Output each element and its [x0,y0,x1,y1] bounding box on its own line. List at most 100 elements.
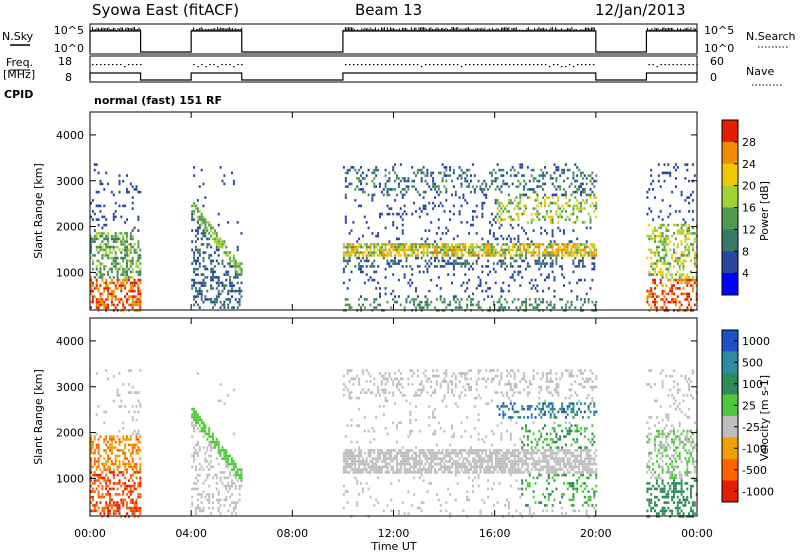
vel-cell [227,462,230,466]
power-cell [479,245,482,249]
y-tick-label: 2000 [56,221,84,234]
power-cell [390,207,393,210]
vel-cell [413,471,416,474]
power-cell [452,237,455,241]
power-cell [688,201,691,205]
power-cell [342,267,345,271]
vel-cell [139,468,142,471]
power-cell [587,298,590,301]
power-cell [441,265,444,268]
power-cell [101,292,104,296]
power-cell [580,243,582,246]
vel-cell [394,454,397,458]
power-cell [420,300,423,304]
power-cell [663,289,666,293]
vel-cell [223,498,226,502]
vel-cell [109,482,111,485]
power-cell [371,262,374,265]
power-cell [532,229,535,232]
power-cell [193,204,196,208]
power-cell [426,298,429,301]
power-cell [545,171,548,175]
vel-cell [105,443,108,447]
power-cell [451,245,453,249]
power-cell [232,306,235,309]
vel-cell [196,479,199,482]
power-cell [405,300,408,304]
power-cell [674,298,677,301]
vel-cell [107,490,110,493]
power-cell [118,232,121,235]
power-cell [131,207,134,210]
vel-cell [352,454,355,458]
vel-cell [135,509,138,513]
power-cell [97,298,100,301]
power-cell [384,276,387,279]
power-cell [388,188,391,191]
power-cell [456,248,459,252]
power-cell [133,248,136,252]
power-cell [126,248,128,252]
vel-cell [133,429,136,433]
power-cell [373,306,376,309]
power-cell [384,174,387,177]
power-cell [229,251,232,254]
power-cell [538,248,541,252]
power-cell [553,278,556,282]
power-cell [105,243,108,246]
power-cell [526,251,529,254]
vel-cell [430,471,433,474]
power-cell [572,251,575,254]
power-cell [511,273,514,276]
vel-cell [458,394,461,397]
vel-cell [407,377,410,381]
power-cell [101,245,104,249]
power-cell [477,276,480,279]
power-cell [105,171,108,175]
vel-cell [129,462,132,466]
vel-cell [479,509,482,513]
power-cell [693,254,696,257]
power-cell [363,215,366,219]
vel-cell [223,451,226,455]
power-cell [568,168,571,172]
power-cell [445,306,448,309]
vel-cell [204,460,207,463]
power-cell [671,284,674,287]
power-cell [648,248,651,252]
power-cell [221,243,224,246]
power-cell [434,240,436,243]
power-cell [107,298,110,301]
power-cell [365,265,368,268]
power-cell [342,243,345,246]
power-cell [439,237,442,241]
power-cell [648,289,651,293]
vel-cell [382,377,385,381]
vel-cell [107,460,110,463]
power-cell [564,196,567,199]
power-cell [360,182,362,186]
vel-cell [219,498,222,502]
power-cell [131,237,134,241]
power-cell [198,281,201,285]
power-cell [650,262,653,265]
power-cell [449,210,452,213]
power-cell [655,306,658,309]
power-cell [580,278,582,282]
vel-cell [97,495,100,499]
power-cell [566,201,569,205]
power-cell [451,193,453,197]
vel-cell [464,388,467,392]
power-cell [223,287,226,290]
vel-cell [386,451,389,455]
vel-cell [116,504,119,507]
power-cell [452,267,455,271]
power-cell [434,251,436,254]
vel-cell [196,443,199,447]
power-cell [515,243,518,246]
power-cell [388,212,391,216]
power-cell [464,289,467,293]
power-cell [196,210,199,213]
power-cell [578,245,581,249]
